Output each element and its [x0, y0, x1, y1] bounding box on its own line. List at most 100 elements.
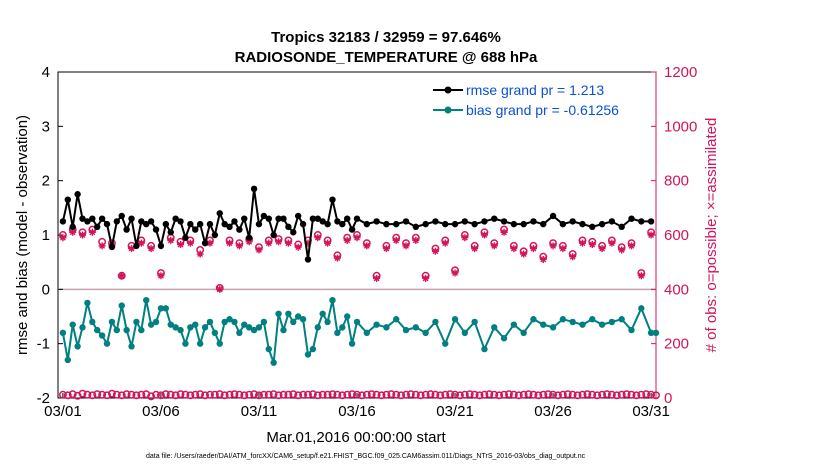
rmse-point [167, 229, 174, 236]
assimilated-point [569, 253, 577, 261]
possible_bottom-point [519, 390, 528, 399]
rmse-point [412, 223, 420, 231]
y-axis-label-left: rmse and bias (model - observation) [14, 115, 31, 355]
bias-point [108, 318, 116, 326]
right-tick-label: 1200 [664, 64, 697, 81]
possible_bottom-point [343, 390, 352, 399]
rmse-point [579, 220, 586, 228]
left-tick-label: 1 [42, 227, 50, 244]
left-tick-label: 2 [42, 173, 50, 190]
bias-point [422, 329, 429, 336]
possible_bottom-point [372, 390, 381, 399]
possible_bottom-point [485, 390, 494, 399]
bias-point [103, 340, 111, 347]
rmse-point [334, 218, 341, 225]
rmse-point [319, 218, 326, 225]
rmse-point [598, 220, 606, 228]
right-tick-label: 200 [664, 336, 689, 353]
possible_bottom-point [647, 390, 656, 399]
assimilated-point [637, 272, 645, 280]
bias-point [559, 316, 567, 323]
bias-point [123, 326, 130, 334]
possible_bottom-point [549, 390, 558, 399]
rmse-point [265, 215, 272, 222]
assimilated-point [88, 228, 96, 236]
possible_bottom-point [279, 390, 288, 399]
assimilated-point [196, 250, 204, 258]
assimilated-point [373, 274, 381, 282]
bias-point [618, 316, 625, 323]
rmse-point [133, 242, 140, 250]
bias-point [196, 340, 204, 347]
possible_bottom-point [348, 390, 357, 399]
possible_bottom-point [446, 390, 455, 399]
bias-point [147, 321, 155, 328]
rmse-point [294, 212, 302, 220]
possible_bottom-point [132, 391, 141, 400]
bias-point [167, 321, 174, 328]
legend-bias-label: bias grand pr = -0.61256 [466, 102, 619, 118]
rmse-point [589, 223, 596, 231]
rmse-point [74, 191, 81, 198]
bias-point [206, 318, 214, 326]
rmse-point [471, 220, 478, 228]
bias-point [324, 318, 331, 326]
bias-point [221, 318, 228, 326]
possible_bottom-point [313, 391, 322, 400]
possible_bottom-point [166, 390, 175, 399]
possible_bottom-point [578, 390, 587, 399]
left-tick-label: 3 [42, 118, 50, 135]
right-tick-label: 600 [664, 227, 689, 244]
rmse-point [343, 215, 351, 222]
possible_bottom-point [112, 390, 121, 399]
bias-point [84, 299, 91, 307]
assimilated-point [235, 242, 243, 250]
rmse-point [138, 218, 145, 225]
bias-point [133, 318, 140, 326]
bias-point [255, 324, 263, 331]
possible_bottom-point [308, 390, 317, 399]
possible_bottom-point [196, 390, 205, 399]
possible_bottom-point [367, 390, 376, 399]
rmse-point [59, 218, 67, 225]
legend-rmse-label: rmse grand pr = 1.213 [466, 82, 604, 98]
possible_bottom-point [127, 390, 136, 399]
assimilated-point [147, 245, 155, 253]
bias-point [471, 318, 478, 326]
bias-point [94, 326, 101, 334]
bias-point [491, 324, 498, 331]
rmse-point [157, 242, 165, 250]
assimilated-point [275, 238, 283, 246]
x-tick-label: 03/31 [632, 403, 670, 420]
bias-point [128, 343, 135, 350]
rmse-point [84, 218, 91, 225]
possible_bottom-point [524, 390, 533, 399]
possible_bottom-point [68, 390, 77, 399]
possible_bottom-point [652, 391, 660, 400]
possible_bottom-point [480, 390, 489, 399]
rmse-point [245, 234, 253, 241]
chart-title-line1: Tropics 32183 / 32959 = 97.646% [271, 29, 501, 46]
possible_bottom-point [593, 391, 602, 400]
bias-point [343, 313, 351, 320]
possible_bottom-point [201, 391, 209, 400]
rmse-point [559, 220, 567, 228]
rmse-point [64, 196, 72, 203]
assimilated-point [441, 239, 449, 247]
assimilated-point [451, 269, 459, 277]
bias-point [339, 324, 346, 331]
rmse-point [432, 218, 439, 225]
bias-point [353, 318, 361, 326]
rmse-point [177, 218, 184, 225]
rmse-point [221, 220, 228, 228]
bias-point [74, 343, 81, 350]
bias-point [280, 326, 287, 334]
rmse-point [103, 220, 111, 228]
possible_bottom-point [294, 391, 303, 400]
assimilated-point [79, 231, 87, 239]
bias-point [69, 321, 76, 328]
bias-point [299, 316, 307, 323]
rmse-point [500, 218, 508, 225]
left-tick-label: -2 [37, 390, 50, 407]
possible_bottom-point [220, 391, 229, 400]
